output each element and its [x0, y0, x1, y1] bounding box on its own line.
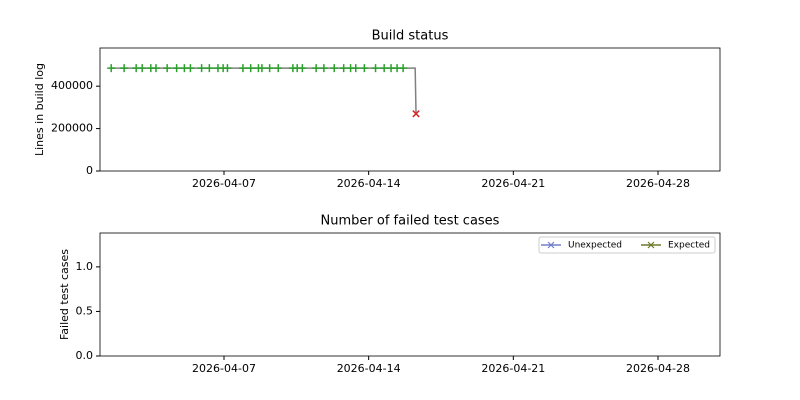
legend-marker — [647, 241, 655, 249]
data-point — [163, 64, 172, 73]
x-tick-label: 2026-04-07 — [192, 177, 256, 190]
marker — [151, 64, 160, 73]
x-tick-label: 2026-04-21 — [481, 177, 545, 190]
y-axis-label: Failed test cases — [58, 249, 71, 340]
x-tick-label: 2026-04-28 — [626, 177, 690, 190]
data-point — [399, 64, 408, 73]
y-tick-label: 400000 — [51, 79, 93, 92]
legend-label: Unexpected — [568, 241, 622, 251]
data-point — [312, 64, 321, 73]
x-tick-label: 2026-04-14 — [337, 362, 401, 375]
marker — [412, 110, 420, 118]
data-point — [120, 64, 129, 73]
y-tick-label: 1.0 — [76, 260, 94, 273]
marker — [351, 64, 360, 73]
data-point — [238, 64, 247, 73]
data-point — [371, 64, 380, 73]
marker — [257, 64, 266, 73]
marker — [107, 64, 116, 73]
data-point — [151, 64, 160, 73]
marker — [238, 64, 247, 73]
data-point — [107, 64, 116, 73]
data-point — [339, 64, 348, 73]
data-point — [274, 64, 283, 73]
marker — [319, 64, 328, 73]
marker — [120, 64, 129, 73]
legend: Unexpected Expected — [538, 236, 716, 254]
data-point — [298, 64, 307, 73]
marker — [197, 64, 206, 73]
y-tick-label: 0.5 — [76, 304, 94, 317]
legend-marker — [547, 241, 555, 249]
legend-label: Expected — [668, 241, 710, 251]
data-point — [330, 64, 339, 73]
axes-frame — [99, 47, 721, 172]
data-point — [319, 64, 328, 73]
chart-title: Number of failed test cases — [321, 214, 500, 229]
marker — [138, 64, 147, 73]
marker — [274, 64, 283, 73]
axes-frame — [99, 232, 721, 357]
data-point — [257, 64, 266, 73]
y-axis-label: Lines in build log — [33, 63, 46, 156]
x-tick-label: 2026-04-28 — [626, 362, 690, 375]
data-point — [265, 64, 274, 73]
y-tick-label: 200000 — [51, 122, 93, 135]
series-line — [111, 67, 417, 114]
data-point — [351, 64, 360, 73]
x-tick-label: 2026-04-21 — [481, 362, 545, 375]
marker — [330, 64, 339, 73]
marker — [205, 64, 214, 73]
data-point — [360, 64, 369, 73]
y-tick-label: 0.0 — [76, 349, 94, 362]
data-point — [380, 64, 389, 73]
data-point — [205, 64, 214, 73]
marker — [312, 64, 321, 73]
data-point — [197, 64, 206, 73]
y-tick-label: 0 — [86, 164, 93, 177]
marker — [186, 64, 195, 73]
data-point — [246, 64, 255, 73]
chart-title: Build status — [372, 29, 449, 44]
data-point — [223, 64, 232, 73]
data-point — [138, 64, 147, 73]
marker — [223, 64, 232, 73]
marker — [172, 64, 181, 73]
x-tick-label: 2026-04-07 — [192, 362, 256, 375]
marker — [399, 64, 408, 73]
marker — [371, 64, 380, 73]
x-tick-label: 2026-04-14 — [337, 177, 401, 190]
marker — [360, 64, 369, 73]
legend-frame — [538, 236, 716, 254]
marker — [380, 64, 389, 73]
marker — [163, 64, 172, 73]
marker — [246, 64, 255, 73]
data-point — [186, 64, 195, 73]
marker — [298, 64, 307, 73]
data-point — [412, 110, 420, 118]
marker — [339, 64, 348, 73]
data-point — [172, 64, 181, 73]
marker — [265, 64, 274, 73]
